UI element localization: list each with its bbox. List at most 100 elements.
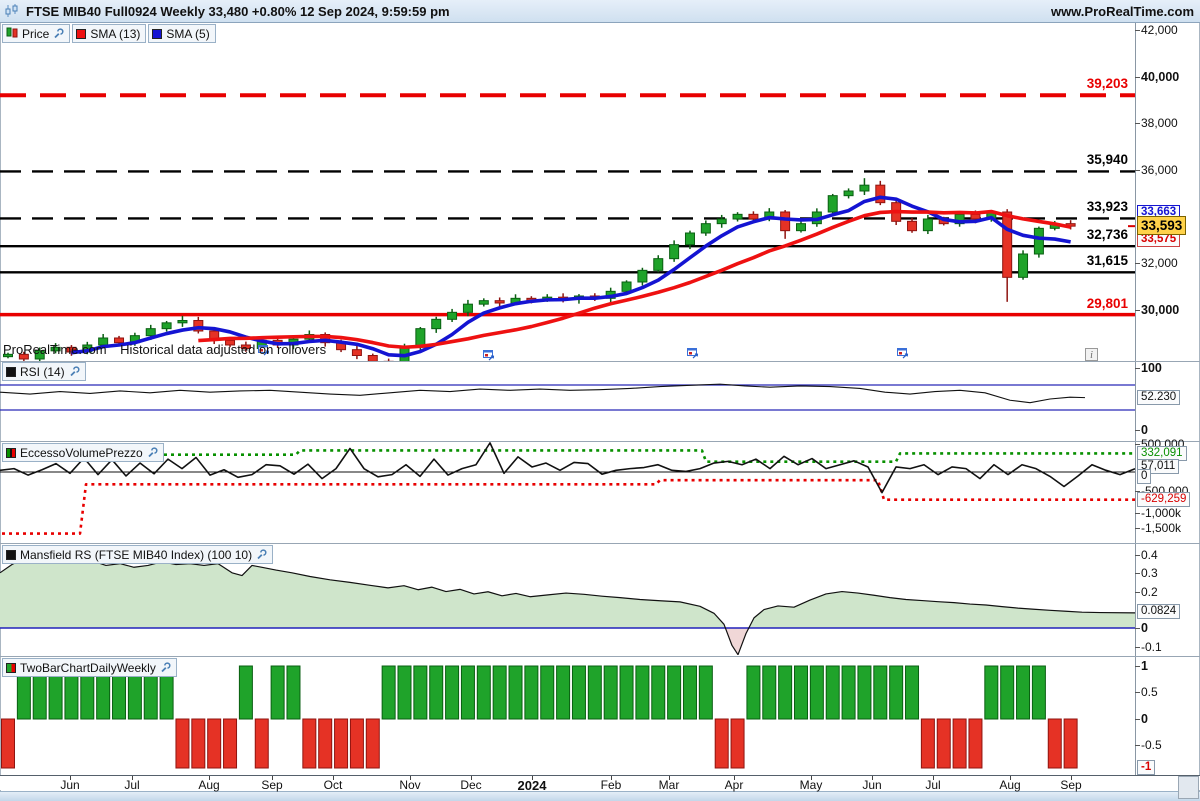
axis-tick (1135, 368, 1140, 369)
event-flag-icon[interactable] (897, 346, 909, 364)
twobar-color-swatch-icon (6, 662, 16, 673)
axis-tick (1135, 692, 1140, 693)
axis-tick (1135, 76, 1140, 78)
rollover-note: Historical data adjusted on rollovers (120, 342, 327, 357)
x-axis-month: Feb (600, 778, 622, 792)
x-axis-tick (933, 776, 934, 780)
x-axis-month: Sep (261, 778, 283, 792)
axis-label: 0 (1141, 423, 1148, 437)
info-icon[interactable]: i (1085, 348, 1098, 366)
event-flag-icon[interactable] (483, 348, 495, 366)
axis-label: -0.1 (1141, 640, 1162, 654)
x-axis-month: Sep (1060, 778, 1082, 792)
axis-tick (1135, 169, 1140, 171)
axis-tick (1135, 628, 1140, 629)
watermark-brand: ProRealTime.com (3, 342, 107, 357)
panel-divider (0, 441, 1200, 442)
horizontal-scrollbar[interactable] (0, 791, 1200, 801)
instrument-title: FTSE MIB40 Full0924 Weekly 33,480 +0.80%… (26, 3, 450, 19)
proRealTime-url: www.ProRealTime.com (1050, 3, 1194, 19)
x-axis-month: Aug (198, 778, 220, 792)
axis-label: 1 (1141, 659, 1148, 673)
x-axis-month: Nov (399, 778, 421, 792)
price-level-label: 39,203 (1086, 76, 1128, 92)
x-axis-tick (471, 776, 472, 780)
rsi-indicator-chip[interactable]: RSI (14) (2, 362, 86, 381)
axis-label: -0.5 (1141, 738, 1162, 752)
x-axis-month: Aug (999, 778, 1021, 792)
axis-label: 30,000 (1141, 302, 1180, 317)
x-axis-tick (611, 776, 612, 780)
x-axis-month: May (799, 778, 823, 792)
wrench-icon[interactable] (147, 447, 158, 458)
axis-label: 36,000 (1141, 162, 1178, 177)
mansfield-indicator-chip[interactable]: Mansfield RS (FTSE MIB40 Index) (100 10) (2, 545, 274, 564)
axis-label: 0.2 (1141, 585, 1158, 599)
sma5-legend-chip[interactable]: SMA (5) (148, 24, 216, 43)
axis-tick (1135, 30, 1140, 31)
axis-tick (1135, 555, 1140, 556)
axis-tick (1135, 513, 1140, 514)
x-axis-month: Jul (925, 778, 941, 792)
event-flag-icon[interactable] (687, 346, 699, 364)
axis-label: -1,000k (1141, 506, 1182, 520)
event-flag-icon[interactable] (258, 343, 270, 361)
axis-label: -1,500k (1141, 521, 1182, 535)
x-axis-tick (70, 776, 71, 780)
svg-text:i: i (1090, 350, 1093, 361)
sma13-value-badge: 33,575 (1137, 232, 1181, 247)
panel-divider (0, 656, 1200, 657)
evp-color-swatch-icon (6, 447, 16, 458)
axis-label: 0.3 (1141, 566, 1158, 580)
evp-value-badge: -629,259 (1137, 492, 1191, 507)
rsi-label: RSI (14) (20, 364, 65, 379)
price-level-label: 31,615 (1086, 253, 1128, 269)
axis-tick (1135, 309, 1140, 311)
twobar-value-badge: -1 (1137, 760, 1156, 775)
price-level-label: 32,736 (1086, 227, 1128, 243)
x-axis-tick (734, 776, 735, 780)
x-axis-month: Apr (724, 778, 744, 792)
evp-value-badge: 332,091 (1137, 446, 1187, 461)
axis-tick (1135, 745, 1140, 746)
axis-tick (1135, 263, 1140, 265)
wrench-icon[interactable] (69, 366, 80, 377)
x-axis-tick (333, 776, 334, 780)
x-axis-tick (410, 776, 411, 780)
x-axis-tick (272, 776, 273, 780)
sma13-legend-chip[interactable]: SMA (13) (72, 24, 147, 43)
price-level-label: 33,923 (1086, 199, 1128, 215)
x-axis-tick (1071, 776, 1072, 780)
x-axis-tick (669, 776, 670, 780)
axis-tick (1135, 647, 1140, 648)
time-axis[interactable] (0, 776, 1200, 790)
rsi-value-badge: 52.230 (1137, 390, 1181, 405)
title-bar: FTSE MIB40 Full0924 Weekly 33,480 +0.80%… (0, 0, 1200, 23)
axis-label: 40,000 (1141, 69, 1180, 84)
sma5-color-swatch-icon (152, 28, 163, 39)
twobar-indicator-chip[interactable]: TwoBarChartDailyWeekly (2, 658, 177, 677)
wrench-icon[interactable] (256, 549, 267, 560)
axis-corner-button[interactable] (1178, 776, 1199, 799)
mansfield-label: Mansfield RS (FTSE MIB40 Index) (100 10) (20, 547, 253, 562)
wrench-icon[interactable] (160, 662, 171, 673)
axis-tick (1135, 592, 1140, 593)
last-price-badge: 33,593 (1137, 216, 1187, 235)
axis-tick (1135, 430, 1140, 431)
axis-label: 100 (1141, 361, 1162, 375)
evp-indicator-chip[interactable]: EccessoVolumePrezzo (2, 443, 164, 462)
price-level-label: 35,940 (1086, 152, 1128, 168)
axis-tick (1135, 123, 1140, 125)
mansfield-color-swatch-icon (6, 549, 16, 560)
axis-tick (1135, 491, 1140, 492)
axis-tick (1135, 719, 1140, 720)
axis-label: 0 (1141, 621, 1148, 635)
x-axis-tick (132, 776, 133, 780)
axis-label: 0.4 (1141, 548, 1158, 562)
x-axis-tick (532, 776, 533, 780)
price-legend-chip[interactable]: Price (2, 24, 71, 43)
axis-tick (1135, 528, 1140, 529)
wrench-icon[interactable] (53, 28, 64, 39)
price-level-label: 29,801 (1086, 295, 1128, 311)
